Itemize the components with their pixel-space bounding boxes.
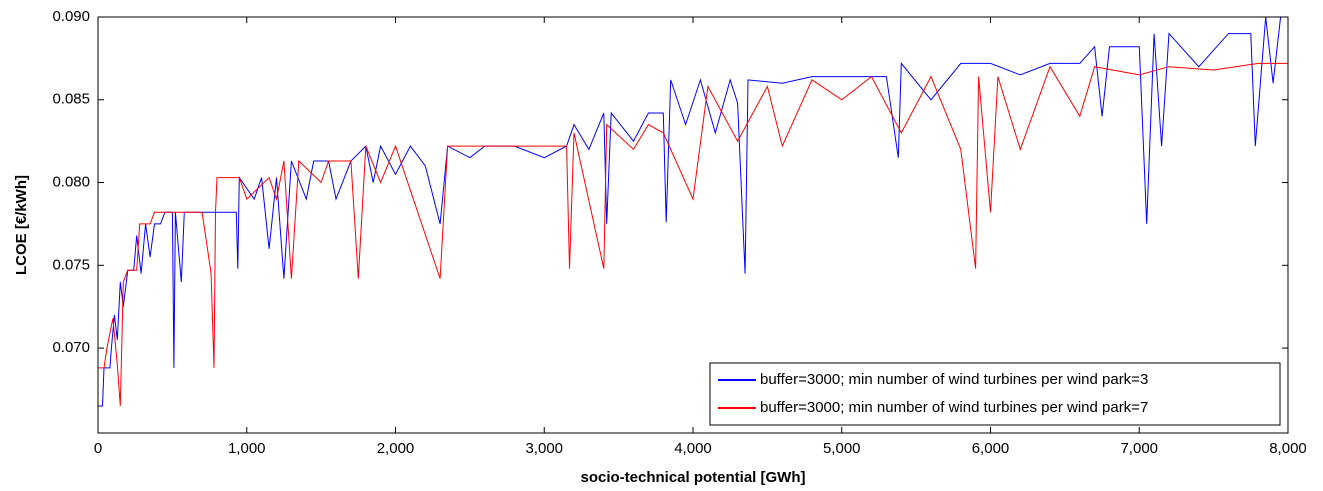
plot-frame <box>97 16 1289 434</box>
x-tick-label: 1,000 <box>228 440 266 457</box>
x-tick-label: 8,000 <box>1269 440 1307 457</box>
legend-label: buffer=3000; min number of wind turbines… <box>760 371 1148 388</box>
legend: buffer=3000; min number of wind turbines… <box>709 362 1281 426</box>
x-tick-label: 3,000 <box>525 440 563 457</box>
legend-label: buffer=3000; min number of wind turbines… <box>760 399 1148 416</box>
series-line <box>98 17 1288 407</box>
y-tick-label: 0.070 <box>52 339 90 356</box>
x-tick-label: 6,000 <box>972 440 1010 457</box>
y-tick-label: 0.090 <box>52 8 90 25</box>
series-line <box>98 62 1288 407</box>
y-tick-label: 0.075 <box>52 256 90 273</box>
y-tick-label: 0.080 <box>52 174 90 191</box>
x-tick-label: 7,000 <box>1120 440 1158 457</box>
x-axis-title: socio-technical potential [GWh] <box>580 469 805 486</box>
y-tick-label: 0.085 <box>52 91 90 108</box>
x-tick-label: 4,000 <box>674 440 712 457</box>
y-axis-title: LCOE [€/kWh] <box>13 175 30 275</box>
x-tick-label: 0 <box>94 440 102 457</box>
x-tick-label: 2,000 <box>377 440 415 457</box>
legend-box <box>709 362 1281 426</box>
x-tick-label: 5,000 <box>823 440 861 457</box>
